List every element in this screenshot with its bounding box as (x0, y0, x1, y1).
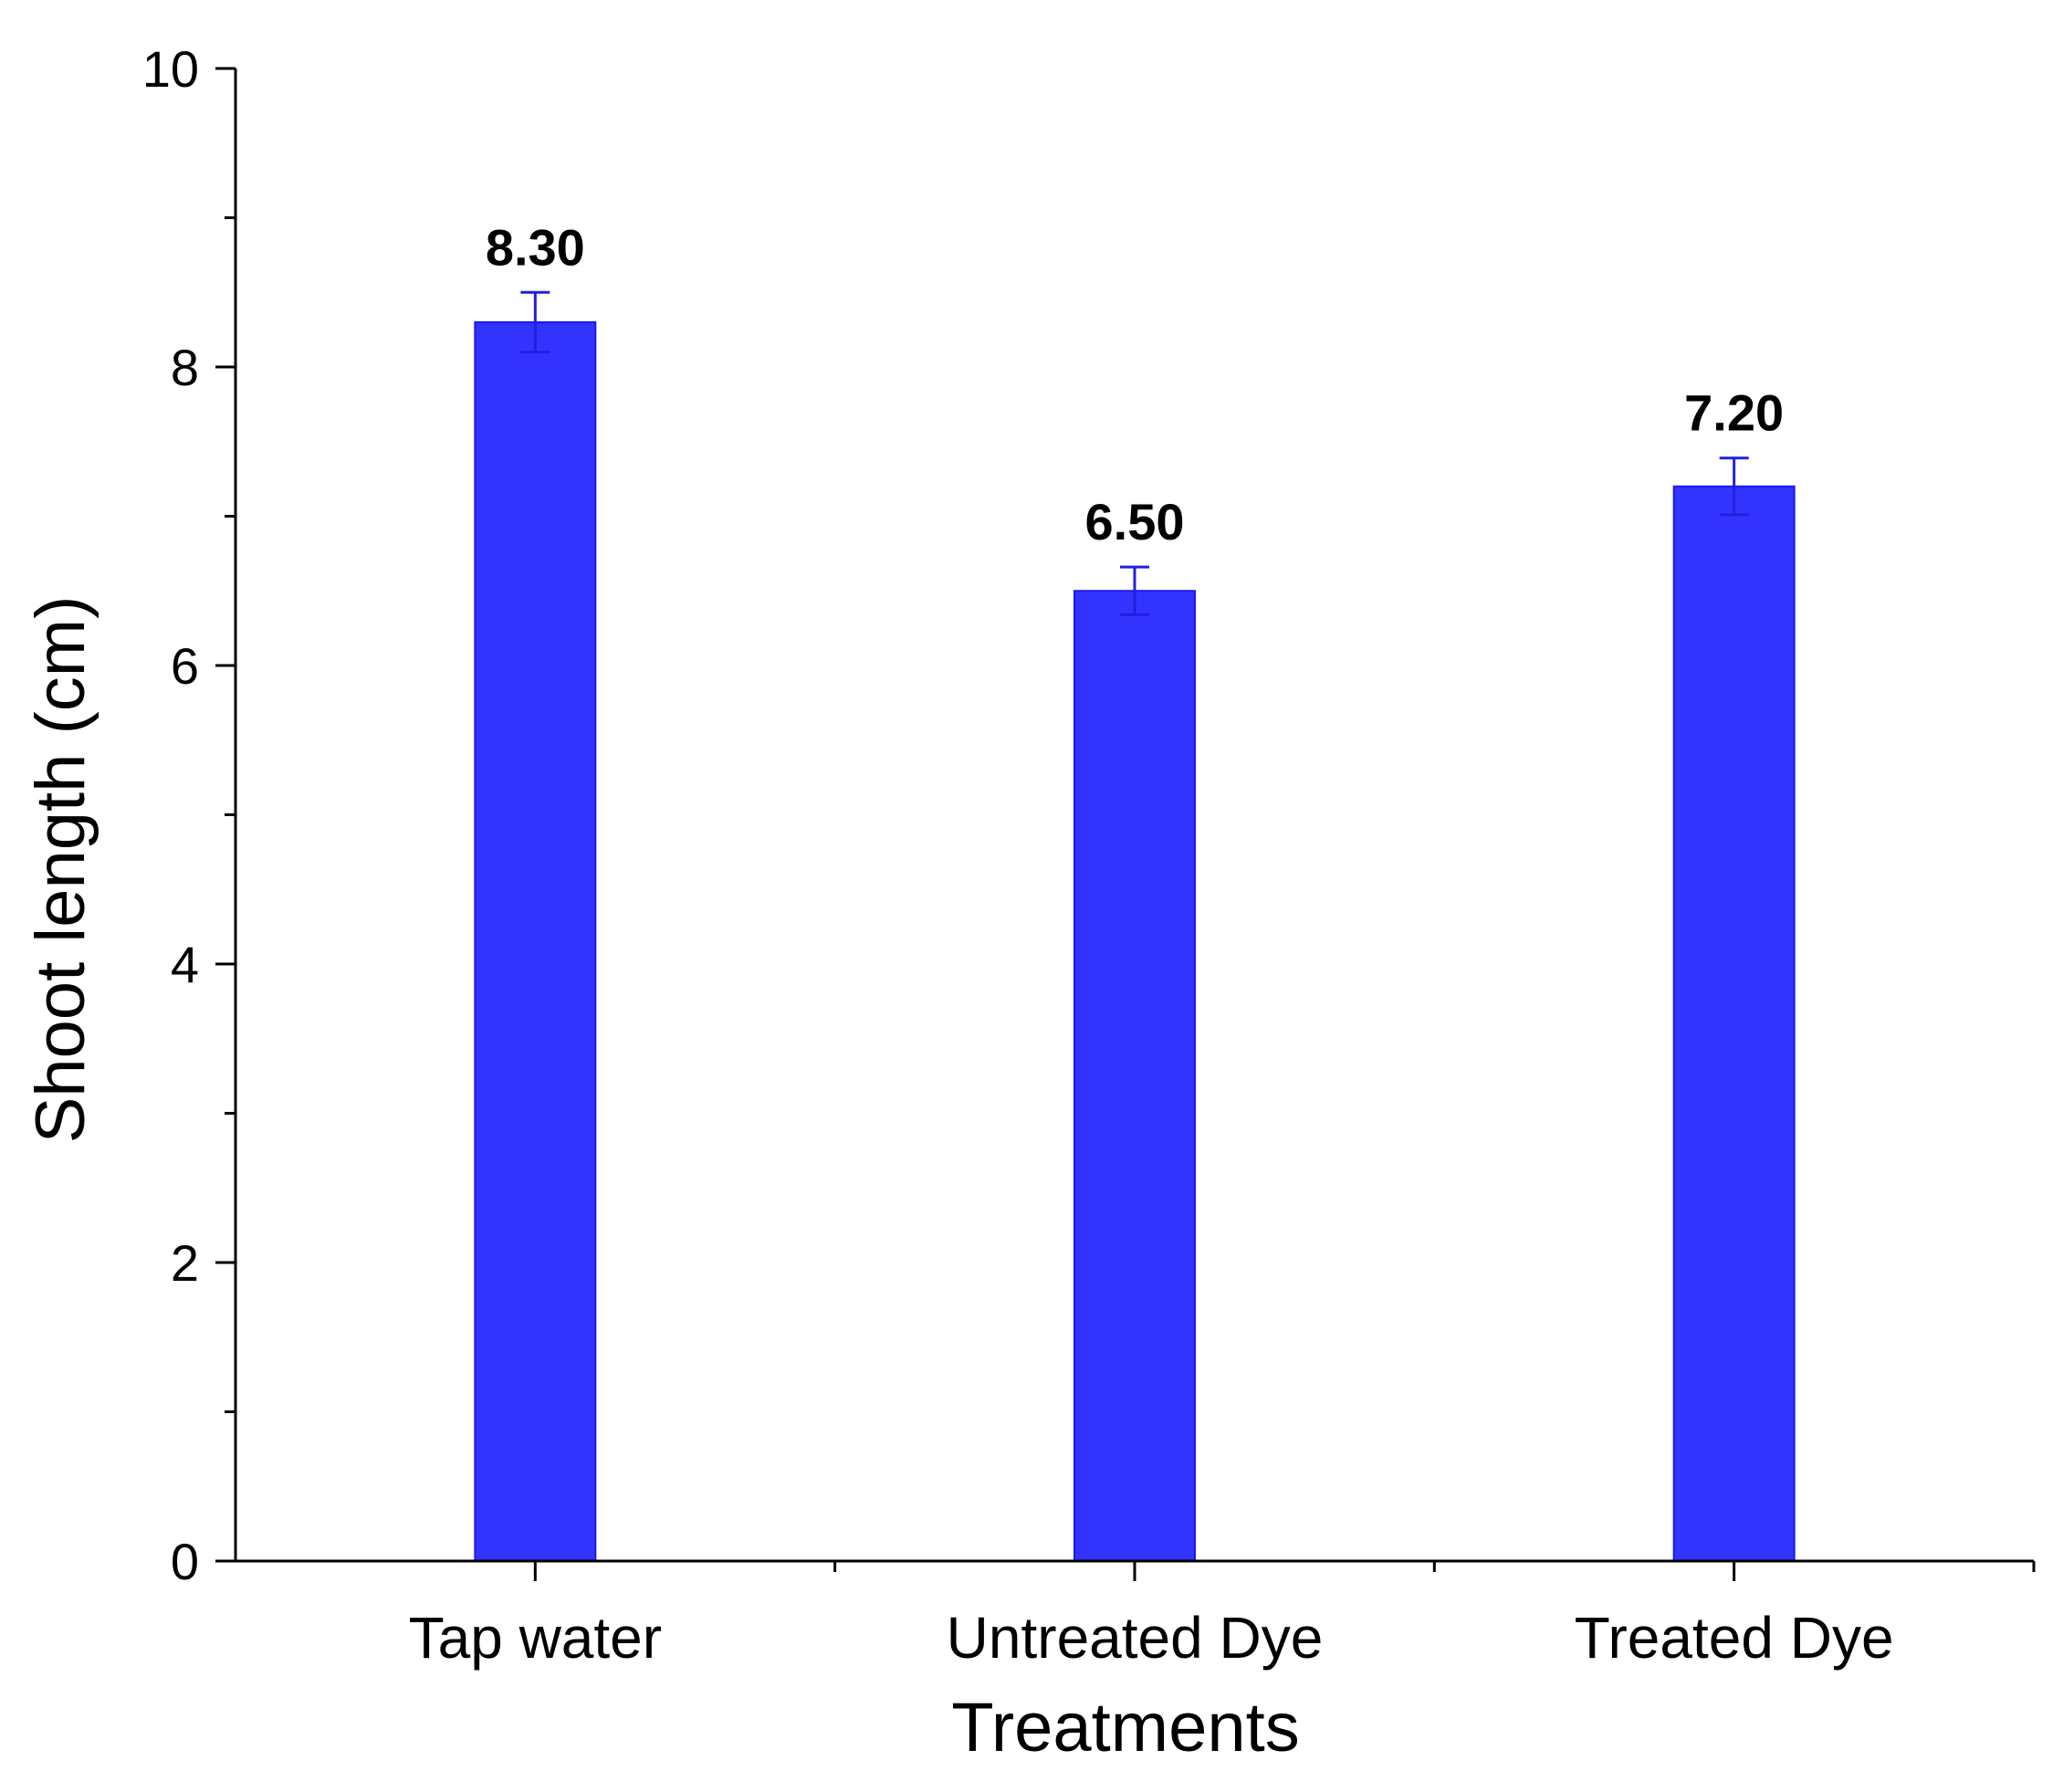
data-label: 7.20 (1684, 384, 1784, 442)
x-tick-label: Treated Dye (1575, 1605, 1894, 1671)
error-bar (1120, 565, 1149, 616)
plot-area: 8.30 6.50 7.20 (474, 218, 1796, 1563)
y-tick-label: 10 (142, 40, 199, 98)
y-tick-label: 4 (171, 936, 199, 993)
x-axis-title: Treatments (951, 1689, 1300, 1766)
bar (1073, 590, 1196, 1562)
y-tick-label: 8 (171, 339, 199, 396)
y-tick-label: 0 (171, 1533, 199, 1590)
y-axis-ticks: 0 2 4 6 8 10 (142, 40, 236, 1590)
data-label: 6.50 (1085, 493, 1185, 550)
error-bar (1719, 456, 1749, 517)
y-axis-title: Shoot length (cm) (22, 596, 99, 1144)
y-tick-label: 6 (171, 637, 199, 695)
x-axis-ticks: Tap water Untreated Dye Treated Dye (409, 1561, 2036, 1671)
x-tick-label: Tap water (409, 1605, 662, 1671)
bar (474, 320, 597, 1563)
data-label: 8.30 (486, 218, 585, 276)
error-bar (520, 290, 550, 354)
y-tick-label: 2 (171, 1234, 199, 1292)
bar (1672, 485, 1796, 1562)
x-tick-label: Untreated Dye (947, 1605, 1324, 1671)
